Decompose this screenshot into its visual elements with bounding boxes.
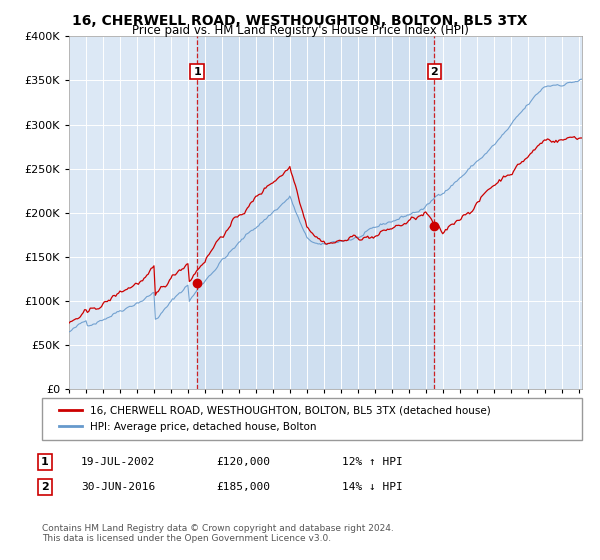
Text: Contains HM Land Registry data © Crown copyright and database right 2024.: Contains HM Land Registry data © Crown c… (42, 524, 394, 533)
Text: This data is licensed under the Open Government Licence v3.0.: This data is licensed under the Open Gov… (42, 534, 331, 543)
Text: £185,000: £185,000 (216, 482, 270, 492)
Text: 2: 2 (430, 67, 438, 77)
Text: 1: 1 (193, 67, 201, 77)
Text: 14% ↓ HPI: 14% ↓ HPI (342, 482, 403, 492)
Bar (197, 36, 434, 389)
Text: 19-JUL-2002: 19-JUL-2002 (81, 457, 155, 467)
FancyBboxPatch shape (42, 398, 582, 440)
Text: 16, CHERWELL ROAD, WESTHOUGHTON, BOLTON, BL5 3TX: 16, CHERWELL ROAD, WESTHOUGHTON, BOLTON,… (72, 14, 528, 28)
Legend: 16, CHERWELL ROAD, WESTHOUGHTON, BOLTON, BL5 3TX (detached house), HPI: Average : 16, CHERWELL ROAD, WESTHOUGHTON, BOLTON,… (53, 399, 497, 438)
Text: £120,000: £120,000 (216, 457, 270, 467)
Text: 2: 2 (41, 482, 49, 492)
Text: 30-JUN-2016: 30-JUN-2016 (81, 482, 155, 492)
Text: Price paid vs. HM Land Registry's House Price Index (HPI): Price paid vs. HM Land Registry's House … (131, 24, 469, 37)
Text: 12% ↑ HPI: 12% ↑ HPI (342, 457, 403, 467)
Text: 1: 1 (41, 457, 49, 467)
